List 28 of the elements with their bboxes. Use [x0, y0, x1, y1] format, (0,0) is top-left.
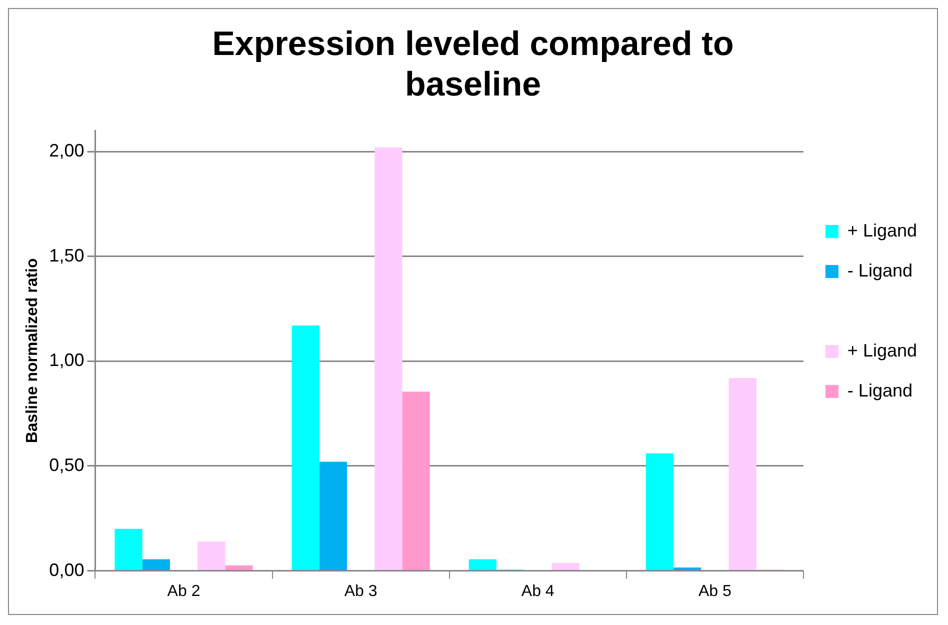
- y-tick-label: 1,00: [49, 350, 84, 370]
- x-tick-label: Ab 4: [521, 582, 554, 600]
- bar: [673, 567, 702, 570]
- y-tick-label: 0,00: [49, 560, 84, 580]
- bar: [402, 392, 430, 570]
- bar: [728, 378, 756, 570]
- bar: [374, 147, 402, 570]
- bar: [468, 559, 496, 570]
- bar: [292, 326, 320, 570]
- legend-label: - Ligand: [847, 380, 912, 400]
- y-tick-label: 1,50: [49, 245, 84, 266]
- chart-title: Expression leveled compared to baseline: [212, 24, 734, 104]
- legend-label: + Ligand: [847, 220, 918, 240]
- legend-label: + Ligand: [847, 340, 918, 360]
- bar: [646, 453, 674, 570]
- y-tick-label: 2,00: [49, 140, 84, 161]
- bar: [114, 528, 142, 570]
- bar: [198, 541, 226, 570]
- bar: [319, 462, 347, 570]
- bar: [552, 563, 580, 570]
- legend-label: - Ligand: [847, 260, 912, 280]
- x-tick-label: Ab 5: [698, 582, 732, 600]
- x-tick-label: Ab 2: [167, 582, 200, 600]
- bar: [225, 565, 253, 570]
- x-tick-label: Ab 3: [344, 582, 378, 600]
- y-tick-label: 0,50: [49, 454, 84, 475]
- bar: [142, 559, 170, 570]
- y-axis-title: Basline normalized ratio: [24, 258, 42, 444]
